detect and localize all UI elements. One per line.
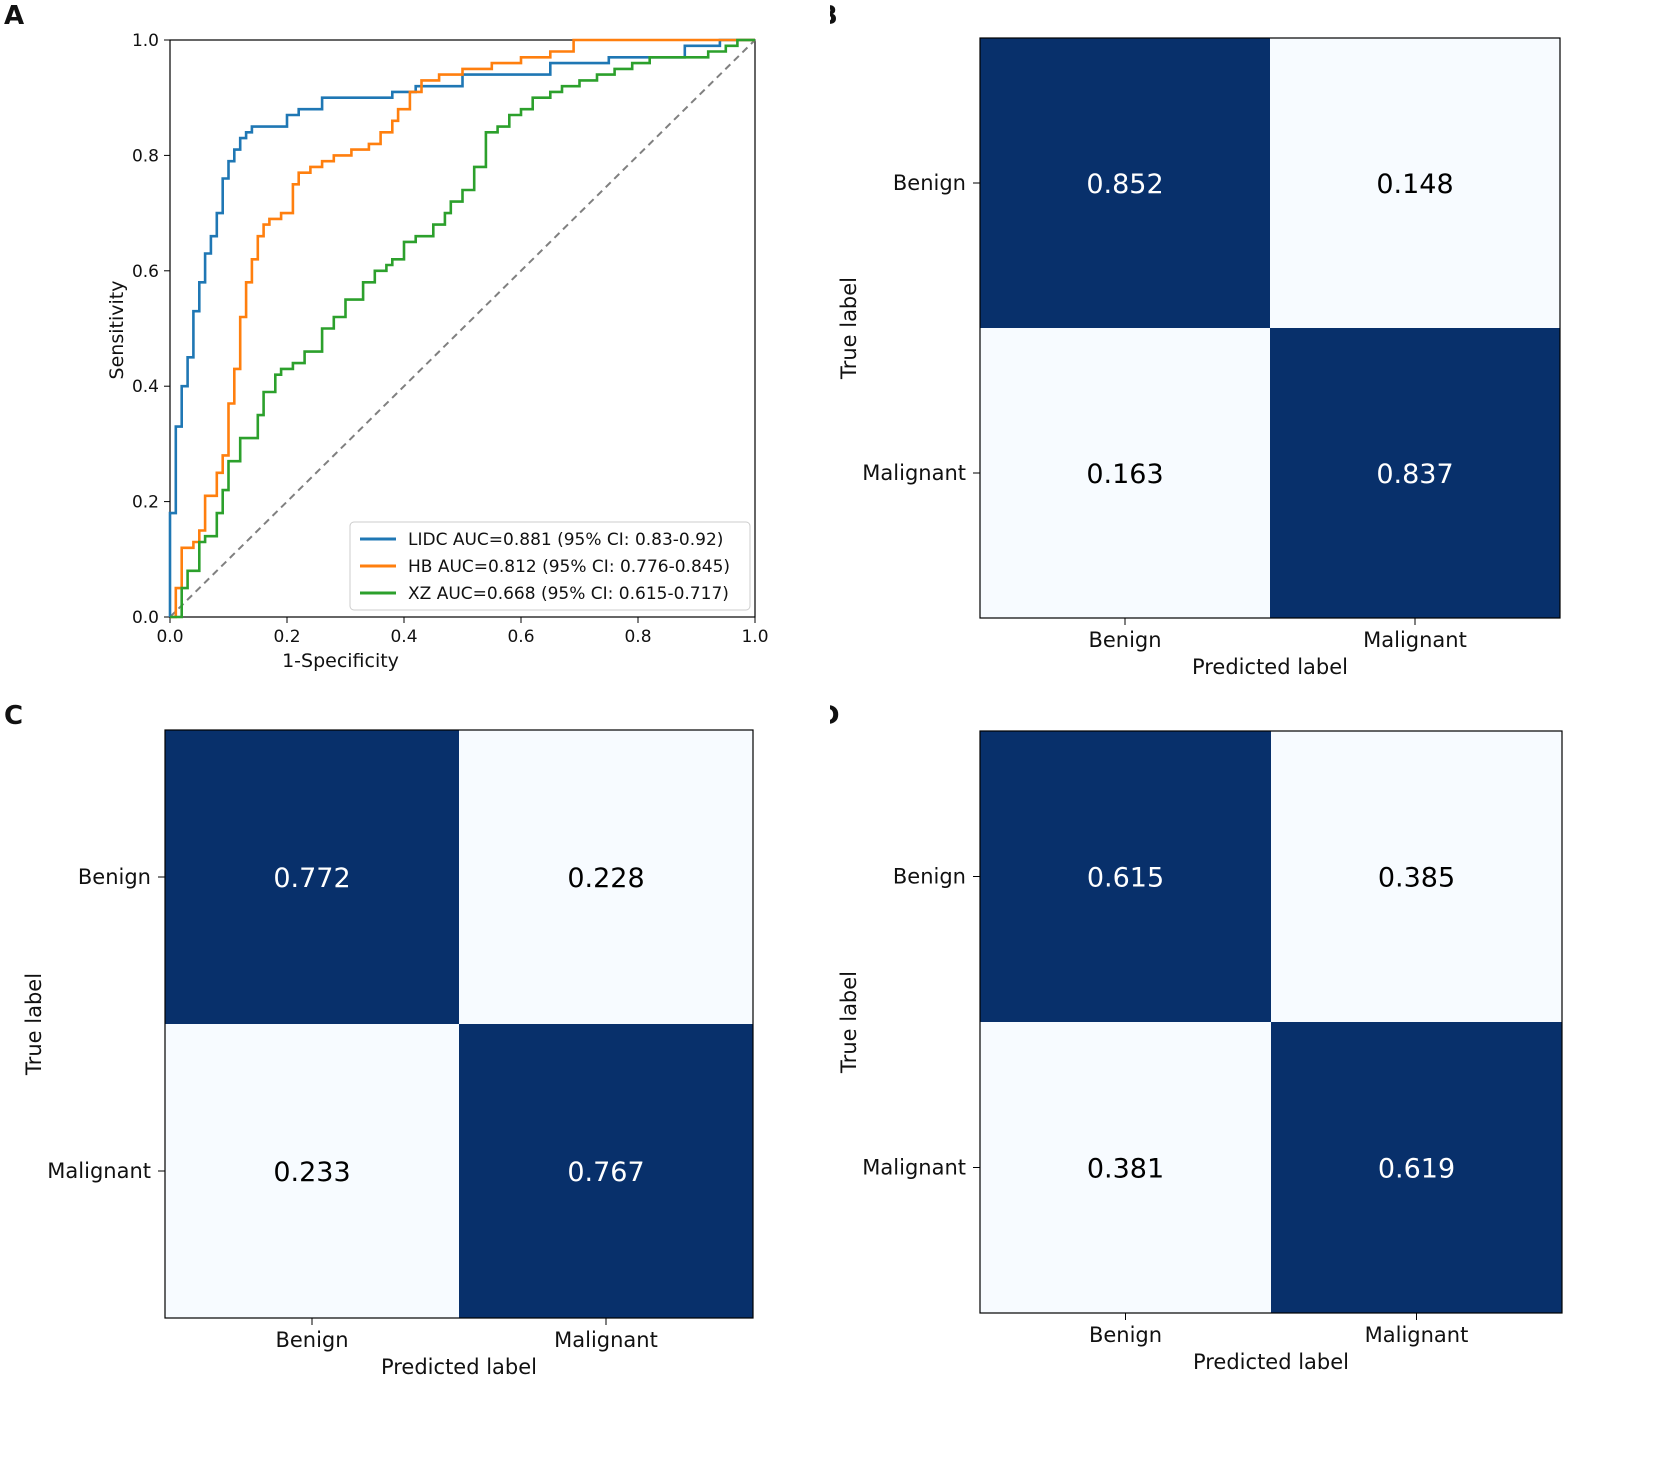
y-tick-label: 0.4 <box>132 377 159 397</box>
x-tick-label: 0.4 <box>390 627 417 647</box>
y-tick-label: 1.0 <box>132 31 159 51</box>
matrix-cell-value: 0.772 <box>273 863 350 894</box>
matrix-frame <box>979 37 1561 619</box>
matrix-cell <box>1270 328 1560 618</box>
x-tick-label: Benign <box>1088 628 1161 652</box>
x-tick-label: 0.0 <box>156 627 183 647</box>
x-tick-label: Benign <box>1089 1323 1162 1347</box>
matrix-cell-value: 0.385 <box>1378 863 1455 894</box>
y-tick-label: Malignant <box>47 1159 151 1183</box>
y-tick-label: Benign <box>893 865 966 889</box>
roc-chart: A 0.0 0.2 0.4 0.6 0.8 1.0 0.0 0.2 0.4 0.6 0.8 1.0 1-… <box>4 1 769 672</box>
y-tick-label: Malignant <box>862 1156 966 1180</box>
y-tick-label: 0.0 <box>132 608 159 628</box>
legend-box <box>349 521 751 611</box>
matrix-cell-value: 0.163 <box>1086 459 1163 490</box>
panel-letter-b: B <box>830 1 838 31</box>
matrix-cell <box>165 730 459 1024</box>
legend-entry: XZ AUC=0.668 (95% CI: 0.615-0.717) <box>408 584 729 604</box>
matrix-cell-value: 0.852 <box>1086 169 1163 200</box>
x-tick-label: Benign <box>275 1328 348 1352</box>
x-tick-label: Malignant <box>1365 1323 1469 1347</box>
x-axis-title: 1-Specificity <box>282 650 399 672</box>
matrix-cell-value: 0.148 <box>1376 169 1453 200</box>
x-axis-title: Predicted label <box>1193 1350 1349 1374</box>
matrix-cell <box>1271 731 1562 1022</box>
y-axis-title: True label <box>22 973 46 1076</box>
matrix-cell-value: 0.767 <box>567 1157 644 1188</box>
y-tick-label: Benign <box>78 865 151 889</box>
panel-letter-d: D <box>830 701 840 731</box>
x-tick-label: 0.6 <box>507 627 534 647</box>
y-tick-label: 0.6 <box>132 262 159 282</box>
y-axis-title: True label <box>837 971 861 1074</box>
x-tick-label: Malignant <box>1363 628 1467 652</box>
panel-letter-a: A <box>4 1 24 31</box>
x-axis-title: Predicted label <box>381 1355 537 1379</box>
x-axis-title: Predicted label <box>1192 655 1348 679</box>
x-tick-label: 1.0 <box>741 627 768 647</box>
legend-entry: LIDC AUC=0.881 (95% CI: 0.83-0.92) <box>408 530 723 550</box>
matrix-cell-value: 0.619 <box>1378 1154 1455 1185</box>
y-tick-label: 0.8 <box>132 146 159 166</box>
x-tick-label: Malignant <box>554 1328 658 1352</box>
y-tick-label: Benign <box>893 171 966 195</box>
matrix-cell <box>459 730 753 1024</box>
matrix-cell <box>980 731 1271 1022</box>
x-tick-label: 0.2 <box>273 627 300 647</box>
matrix-cell <box>980 38 1270 328</box>
confusion-matrix-d: D 0.615 0.385 0.381 0.619 Benign Malignant Beni… <box>830 701 1563 1374</box>
chance-diagonal-line <box>169 39 756 618</box>
y-tick-label: Malignant <box>862 461 966 485</box>
matrix-cell-value: 0.381 <box>1087 1154 1164 1185</box>
x-tick-label: 0.8 <box>624 627 651 647</box>
matrix-cell-value: 0.228 <box>567 863 644 894</box>
matrix-cell <box>459 1024 753 1318</box>
matrix-cell <box>165 1024 459 1318</box>
matrix-cell <box>980 328 1270 618</box>
confusion-matrix-b: B 0.852 0.148 0.163 0.837 Benign Malignant Beni… <box>830 1 1561 679</box>
roc-curve-hb <box>170 38 755 619</box>
matrix-cell-value: 0.615 <box>1087 863 1164 894</box>
y-axis-title: Sensitivity <box>106 281 128 380</box>
matrix-cell-value: 0.233 <box>273 1157 350 1188</box>
confusion-matrix-c: C 0.772 0.228 0.233 0.767 Benign Malignant Beni… <box>4 701 754 1379</box>
matrix-cell-value: 0.837 <box>1376 459 1453 490</box>
panel-letter-c: C <box>4 701 23 731</box>
matrix-frame <box>164 729 754 1319</box>
matrix-cell <box>1271 1022 1562 1313</box>
y-tick-label: 0.2 <box>132 493 159 513</box>
matrix-cell <box>1270 38 1560 328</box>
y-axis-title: True label <box>837 277 861 380</box>
matrix-frame <box>979 730 1563 1314</box>
matrix-cell <box>980 1022 1271 1313</box>
roc-curve-xz <box>170 38 755 619</box>
legend-entry: HB AUC=0.812 (95% CI: 0.776-0.845) <box>408 557 730 577</box>
